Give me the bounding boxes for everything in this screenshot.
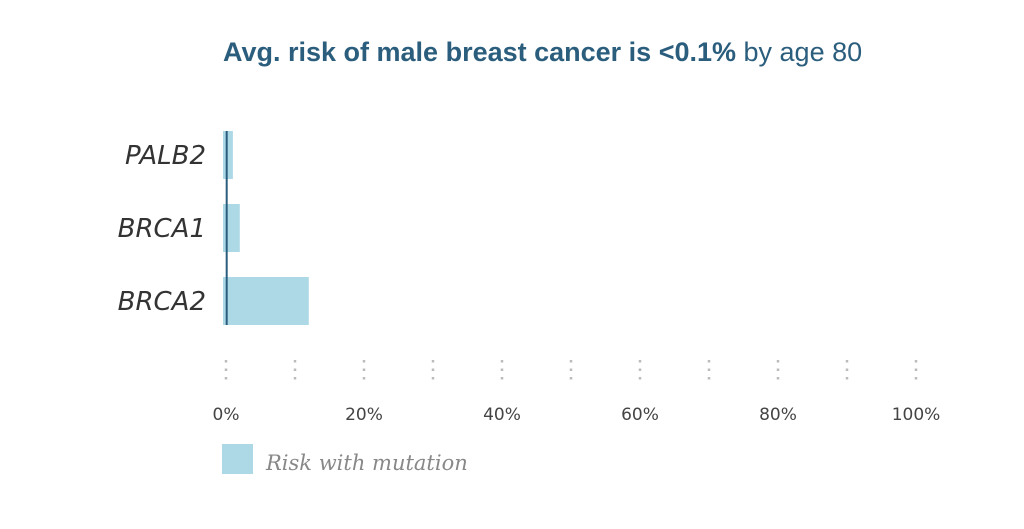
- category-label-brca1: BRCA1: [118, 214, 206, 244]
- x-axis-ticks: 0% 20% 40% 60% 80% 100%: [213, 405, 941, 425]
- grid-layer: [224, 360, 918, 383]
- x-tick-label: 60%: [621, 405, 659, 425]
- bar-brca2: [223, 277, 309, 325]
- bar-brca1: [223, 204, 240, 252]
- category-label-brca2: BRCA2: [118, 287, 206, 317]
- bars-layer: [223, 131, 309, 325]
- x-tick-label: 100%: [892, 405, 941, 425]
- x-tick-label: 80%: [759, 405, 797, 425]
- x-tick-label: 20%: [345, 405, 383, 425]
- category-labels: PALB2 BRCA1 BRCA2: [118, 141, 206, 317]
- x-tick-label: 40%: [483, 405, 521, 425]
- chart-title: Avg. risk of male breast cancer is <0.1%…: [223, 32, 943, 73]
- legend-label: Risk with mutation: [265, 451, 468, 475]
- chart-title-bold: Avg. risk of male breast cancer is <0.1%: [223, 37, 737, 67]
- legend-swatch: [222, 444, 253, 474]
- bar-palb2: [223, 131, 233, 179]
- chart-title-normal: by age 80: [736, 37, 863, 67]
- x-tick-label: 0%: [213, 405, 240, 425]
- category-label-palb2: PALB2: [125, 141, 206, 171]
- legend: Risk with mutation: [222, 444, 468, 475]
